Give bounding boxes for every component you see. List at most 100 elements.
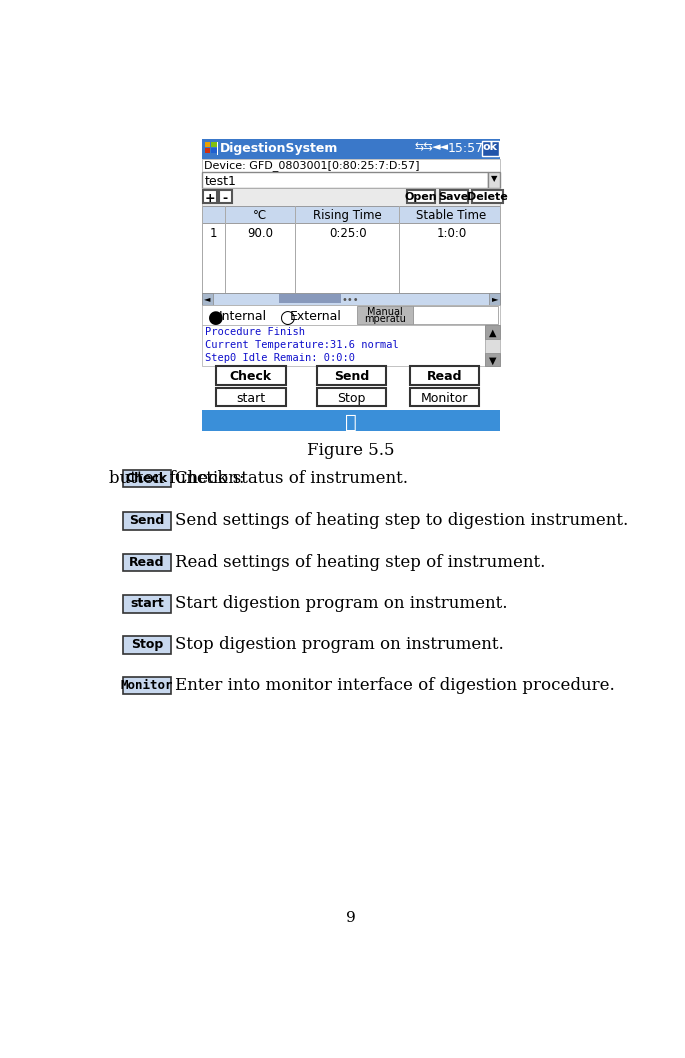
Text: ▼: ▼ xyxy=(490,175,497,183)
Bar xyxy=(202,305,500,325)
Bar xyxy=(408,190,435,203)
Bar xyxy=(399,223,400,292)
Text: Enter into monitor interface of digestion procedure.: Enter into monitor interface of digestio… xyxy=(175,677,614,694)
Text: start: start xyxy=(130,598,164,610)
Text: ◄: ◄ xyxy=(204,294,210,303)
Text: Open: Open xyxy=(405,191,438,202)
Bar xyxy=(217,142,218,156)
Text: 1:0:0: 1:0:0 xyxy=(436,227,466,240)
Text: Current Temperature:31.6 normal: Current Temperature:31.6 normal xyxy=(205,341,399,350)
Bar xyxy=(316,366,386,385)
Bar xyxy=(202,206,500,223)
Bar xyxy=(316,388,386,406)
Text: °C: °C xyxy=(253,209,267,222)
Bar xyxy=(410,366,480,385)
Bar xyxy=(357,306,412,324)
Text: Read: Read xyxy=(427,370,462,383)
Text: 15:57: 15:57 xyxy=(447,143,484,156)
Text: +: + xyxy=(204,191,215,204)
Bar xyxy=(203,190,216,203)
Bar xyxy=(123,470,171,488)
Bar xyxy=(279,294,341,304)
Bar xyxy=(202,139,500,159)
Bar xyxy=(123,636,171,654)
Text: 0:25:0: 0:25:0 xyxy=(329,227,366,240)
Bar xyxy=(440,190,468,203)
Bar xyxy=(123,595,171,613)
Text: Send settings of heating step to digestion instrument.: Send settings of heating step to digesti… xyxy=(175,512,628,529)
Text: 1: 1 xyxy=(210,227,217,240)
Bar xyxy=(225,223,226,292)
Bar xyxy=(211,148,216,153)
Bar xyxy=(202,409,500,431)
Text: Procedure Finish: Procedure Finish xyxy=(205,327,305,338)
Text: ●: ● xyxy=(208,309,224,327)
Bar xyxy=(202,292,213,305)
Bar xyxy=(211,142,216,147)
Text: DigestionSystem: DigestionSystem xyxy=(220,142,338,154)
Text: Check: Check xyxy=(229,370,272,383)
Bar xyxy=(216,366,286,385)
Text: Manual: Manual xyxy=(367,307,403,317)
Bar xyxy=(485,352,500,366)
Bar xyxy=(202,223,500,292)
Bar xyxy=(202,172,488,187)
Bar xyxy=(216,388,286,406)
Text: -: - xyxy=(223,191,227,204)
Bar xyxy=(473,190,503,203)
Text: Step0 Idle Remain: 0:0:0: Step0 Idle Remain: 0:0:0 xyxy=(205,353,355,363)
Text: 拼: 拼 xyxy=(345,414,357,433)
Bar xyxy=(202,325,485,366)
Bar xyxy=(219,190,232,203)
Text: ok: ok xyxy=(483,143,498,152)
Text: Save: Save xyxy=(438,191,469,202)
Text: Monitor: Monitor xyxy=(121,679,173,692)
Text: Device: GFD_0803001[0:80:25:7:D:57]: Device: GFD_0803001[0:80:25:7:D:57] xyxy=(204,160,420,171)
Text: Read settings of heating step of instrument.: Read settings of heating step of instrum… xyxy=(175,554,545,571)
Bar xyxy=(123,512,171,530)
Text: button function:: button function: xyxy=(109,471,245,488)
Bar xyxy=(485,325,500,339)
Text: ▼: ▼ xyxy=(489,355,496,366)
Bar xyxy=(399,206,400,223)
Bar xyxy=(123,553,171,571)
Bar xyxy=(482,141,499,157)
Bar xyxy=(205,142,210,147)
Text: Delete: Delete xyxy=(467,191,508,202)
Bar xyxy=(123,677,171,694)
Text: ◄◄: ◄◄ xyxy=(432,143,449,152)
Text: test1: test1 xyxy=(205,175,237,187)
Text: start: start xyxy=(236,391,265,405)
Text: ⇆⇆: ⇆⇆ xyxy=(415,143,434,152)
Text: Rising Time: Rising Time xyxy=(313,209,382,222)
Text: ○: ○ xyxy=(279,309,295,327)
Bar xyxy=(202,206,203,223)
Bar xyxy=(225,206,226,223)
Text: 90.0: 90.0 xyxy=(247,227,273,240)
Bar xyxy=(202,223,203,292)
Bar xyxy=(489,292,500,305)
Text: Internal: Internal xyxy=(219,310,267,324)
Bar xyxy=(500,206,501,223)
Bar xyxy=(295,223,296,292)
Bar xyxy=(295,206,296,223)
Text: Figure 5.5: Figure 5.5 xyxy=(308,442,395,459)
Text: Stop: Stop xyxy=(337,391,366,405)
Text: External: External xyxy=(290,310,342,324)
Text: Check: Check xyxy=(126,472,168,485)
Bar xyxy=(205,148,210,153)
Bar xyxy=(202,292,500,305)
Bar xyxy=(202,159,500,172)
Bar xyxy=(485,325,500,366)
Text: ►: ► xyxy=(492,294,498,303)
Text: Send: Send xyxy=(334,370,369,383)
Bar xyxy=(410,388,480,406)
Text: mperatu: mperatu xyxy=(364,314,406,324)
Text: Monitor: Monitor xyxy=(421,391,468,405)
Bar xyxy=(488,172,500,187)
Text: Start digestion program on instrument.: Start digestion program on instrument. xyxy=(175,596,508,613)
Text: ▲: ▲ xyxy=(489,328,496,338)
Bar xyxy=(500,223,501,292)
Text: Read: Read xyxy=(129,555,164,569)
Text: Send: Send xyxy=(129,514,164,527)
